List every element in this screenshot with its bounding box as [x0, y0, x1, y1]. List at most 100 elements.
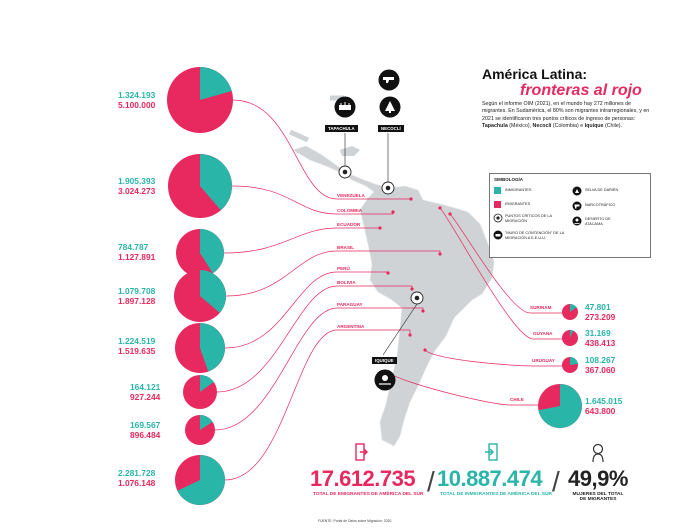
legend-critical-points: PUNTOS CRÍTICOS DE LA MIGRACIÓN	[505, 214, 552, 223]
intro-point2-suffix: (Colombia) e	[551, 123, 585, 130]
pie-slice-immigrants	[200, 270, 227, 313]
immigrants-swatch	[494, 187, 501, 194]
emigrants-total: 17.612.735	[310, 466, 416, 491]
emigrants-value-chile: 643.800	[585, 406, 616, 416]
country-label-colombia: COLOMBIA	[337, 208, 363, 213]
map-dot-argentina	[408, 333, 412, 337]
immigrants-value-peru: 1.224.519	[118, 336, 156, 346]
pie-surinam	[562, 304, 578, 320]
intro-body: Según el informe OIM (2021), en el mundo…	[482, 101, 650, 122]
map-dot-paraguay	[421, 309, 425, 313]
connector-argentina	[224, 329, 411, 481]
emigrants-value-colombia: 3.024.273	[118, 186, 156, 196]
pie-slice-immigrants	[200, 375, 214, 392]
country-label-peru: PERÚ	[337, 266, 350, 271]
pie-slice-immigrants	[200, 415, 213, 430]
pie-slice-immigrants	[570, 357, 578, 365]
critical-point-necocli	[381, 181, 395, 195]
legend-box: SIMBOLOGÍA INMIGRANTES EMIGRANTES PUNTOS…	[489, 173, 651, 258]
pie-slice-immigrants	[200, 67, 232, 100]
country-label-surinam: SURINAM	[530, 305, 552, 310]
critical-point-iquique	[410, 291, 424, 305]
critical-point-icon	[493, 213, 503, 223]
emigrants-value-venezuela: 5.100.000	[118, 100, 156, 110]
emigrants-value-brasil: 1.897.128	[118, 296, 156, 306]
immigrants-total: 10.887.474	[437, 466, 543, 491]
legend-atacama: DESIERTO DE ATACAMA	[585, 217, 611, 226]
emigrants-value-peru: 1.519.635	[118, 346, 156, 356]
emigrants-value-uruguay: 367.060	[585, 365, 616, 375]
jungle-icon	[572, 186, 582, 196]
critical-point-tapachula	[338, 165, 352, 179]
immigrants-value-venezuela: 1.324.193	[118, 90, 156, 100]
map-dot-bolivia	[410, 287, 414, 291]
immigrants-value-brasil: 1.079.708	[118, 286, 156, 296]
map-dot-peru	[386, 271, 390, 275]
legend-immigrants: INMIGRANTES	[505, 188, 532, 192]
country-label-chile: CHILE	[510, 397, 524, 402]
continent-shape	[292, 145, 495, 447]
country-label-venezuela: VENEZUELA	[337, 193, 365, 198]
map-dot-venezuela	[409, 197, 413, 201]
pie-slice-immigrants	[570, 304, 577, 312]
point-leader-line	[382, 303, 418, 356]
pie-slice-immigrants	[200, 229, 225, 274]
emigrants-swatch	[494, 201, 501, 208]
intro-point3-suffix: (Chile).	[603, 123, 623, 130]
immigrants-value-argentina: 2.281.728	[118, 468, 156, 478]
immigrants-value-paraguay: 169.567	[130, 420, 161, 430]
connector-brasil	[225, 250, 441, 297]
source-note: FUENTE: Portal de Datos sobre Migración,…	[318, 519, 393, 523]
legend-wall: "MURO DE CONTENCIÓN" DE LA MIGRACIÓN A E…	[505, 231, 565, 240]
emigrants-value-surinam: 273.209	[585, 312, 616, 322]
pie-slice-immigrants	[200, 323, 225, 372]
intro-point1-suffix: (México),	[507, 123, 533, 130]
pie-slice-immigrants	[177, 455, 225, 505]
legend-darien: SELVA DE DARIÉN	[585, 188, 619, 192]
tapachula-tag: TAPACHULA	[325, 125, 358, 132]
narco-icon	[572, 201, 582, 211]
woman-icon	[592, 443, 604, 463]
emigrants-value-guyana: 438.413	[585, 338, 616, 348]
country-label-brasil: BRASIL	[337, 245, 355, 250]
women-share-label: MUJERES DEL TOTAL DE MIGRANTES	[572, 492, 624, 502]
wall-icon	[493, 230, 503, 240]
pie-guyana	[562, 330, 578, 346]
map-dot-colombia	[391, 210, 395, 214]
country-label-bolivia: BOLIVIA	[337, 280, 356, 285]
country-label-guyana: GUYANA	[533, 331, 553, 336]
pie-slice-immigrants	[538, 384, 582, 429]
legend-title: SIMBOLOGÍA	[494, 177, 523, 182]
necocli-tag: NECOCLÍ	[378, 125, 404, 132]
pie-chile	[538, 384, 582, 429]
connector-bolivia	[216, 285, 413, 393]
desert-icon	[572, 216, 582, 226]
connector-surinam	[449, 213, 571, 314]
immigrants-value-chile: 1.645.015	[585, 396, 623, 406]
connector-paraguay	[214, 307, 424, 431]
immigrants-total-label: TOTAL DE INMIGRANTES DE AMÉRICA DEL SUR	[440, 492, 553, 497]
separator-2: /	[552, 466, 560, 497]
emigrants-value-paraguay: 896.484	[130, 430, 161, 440]
country-label-paraguay: PARAGUAY	[337, 302, 363, 307]
map-dot-uruguay	[423, 348, 427, 352]
pie-venezuela	[167, 67, 233, 133]
caribbean-islands	[340, 146, 360, 156]
country-label-argentina: ARGENTINA	[337, 324, 365, 329]
intro-point-necocli: Necoclí	[532, 123, 552, 130]
pie-charts	[167, 67, 582, 505]
critical-points	[338, 133, 424, 356]
emigrants-value-bolivia: 927.244	[130, 392, 161, 402]
immigrants-value-colombia: 1.905.393	[118, 176, 156, 186]
immigrants-value-bolivia: 164.121	[130, 382, 161, 392]
emigrants-value-ecuador: 1.127.891	[118, 252, 156, 262]
connector-chile	[387, 371, 551, 407]
connector-colombia	[231, 185, 394, 215]
pie-slice-immigrants	[200, 154, 232, 211]
pie-slice-immigrants	[570, 330, 574, 338]
pie-peru	[175, 323, 225, 373]
separator-1: /	[427, 466, 435, 497]
jungle-icon-necocli	[379, 96, 401, 118]
